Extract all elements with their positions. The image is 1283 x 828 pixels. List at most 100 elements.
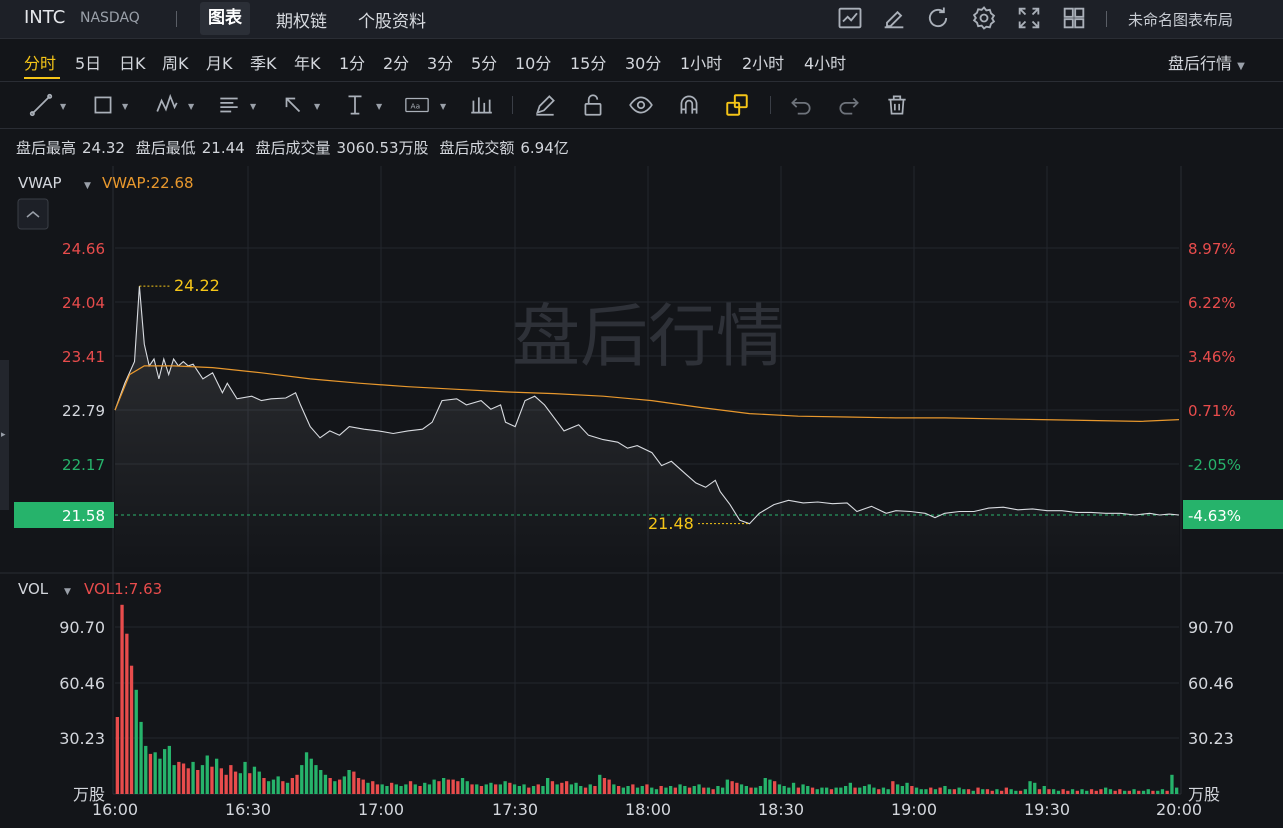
undo-icon[interactable] [788, 92, 814, 118]
tf-quarter[interactable]: 季K [250, 54, 277, 73]
vwap-indicator-name[interactable]: VWAP [18, 174, 62, 192]
tf-10min[interactable]: 10分 [515, 54, 552, 73]
eye-icon[interactable] [628, 92, 654, 118]
volume-bar [522, 784, 526, 794]
volume-bar [777, 784, 782, 794]
magnet-icon[interactable] [676, 92, 702, 118]
tf-5day[interactable]: 5日 [75, 54, 102, 73]
layout-name[interactable]: 未命名图表布局 [1128, 11, 1234, 29]
volume-bar [635, 787, 640, 794]
volume-bar [839, 787, 843, 794]
tab-options-chain[interactable]: 期权链 [276, 12, 327, 32]
layout-grid-icon[interactable] [1060, 4, 1088, 32]
tf-2hour[interactable]: 2小时 [742, 54, 785, 73]
chevron-right-icon[interactable]: ▸ [1, 430, 6, 440]
tf-1hour[interactable]: 1小时 [680, 54, 723, 73]
volume-bar [862, 786, 867, 794]
volume-bar [210, 766, 214, 794]
volume-bar [1123, 790, 1127, 794]
volume-bar [782, 786, 786, 794]
volume-bar [437, 781, 441, 794]
current-price-tag [14, 502, 114, 528]
draw-edit-icon[interactable] [880, 4, 908, 32]
text-tool-icon[interactable]: Aa [404, 92, 430, 118]
refresh-icon[interactable] [924, 4, 952, 32]
tf-week[interactable]: 周K [162, 54, 189, 73]
volume-bar [966, 789, 971, 794]
redo-icon[interactable] [836, 92, 862, 118]
chevron-down-icon[interactable]: ▼ [122, 102, 129, 111]
chevron-down-icon[interactable]: ▼ [188, 102, 195, 111]
divider [176, 11, 177, 27]
time-label: 20:00 [1156, 800, 1202, 819]
volume-bar [191, 761, 195, 794]
volume-bar [706, 787, 711, 794]
volume-bar [290, 778, 294, 794]
vol-tick: 90.70 [1188, 618, 1234, 637]
low-annotation: 21.48 [648, 514, 694, 533]
volume-bar [929, 787, 933, 794]
pattern-tool-icon[interactable] [154, 92, 180, 118]
tf-30min[interactable]: 30分 [625, 54, 662, 73]
tf-15min[interactable]: 15分 [570, 54, 607, 73]
tab-chart[interactable]: 图表 [200, 2, 250, 35]
volume-bar [1146, 789, 1150, 794]
chevron-down-icon[interactable]: ▼ [314, 102, 321, 111]
volume-bar [148, 753, 153, 794]
measure-tool-icon[interactable] [342, 92, 368, 118]
chevron-down-icon[interactable]: ▼ [64, 587, 71, 597]
session-select[interactable]: 盘后行情 ▼ [1168, 50, 1245, 74]
lock-icon[interactable] [580, 92, 606, 118]
price-tick: 22.79 [62, 402, 105, 420]
pct-tick: -2.05% [1188, 456, 1241, 474]
collapse-button[interactable] [17, 198, 49, 230]
fullscreen-icon[interactable] [1015, 4, 1043, 32]
symbol[interactable]: INTC [24, 7, 66, 28]
volume-bar [711, 789, 715, 794]
gear-icon[interactable] [970, 4, 998, 32]
tf-5min[interactable]: 5分 [471, 54, 498, 73]
tf-month[interactable]: 月K [206, 54, 233, 73]
volume-bar [1070, 789, 1075, 794]
chevron-down-icon: ▼ [1237, 61, 1245, 72]
volume-bar [479, 786, 484, 794]
volume-bar [1047, 789, 1051, 794]
indicator-icon[interactable] [836, 4, 864, 32]
volume-bar [650, 787, 654, 794]
volume-bar [773, 781, 777, 794]
arrow-tool-icon[interactable] [280, 92, 306, 118]
vol-indicator-name[interactable]: VOL [18, 580, 49, 598]
volume-bar [139, 721, 143, 794]
chevron-down-icon[interactable]: ▼ [376, 102, 383, 111]
tf-4hour[interactable]: 4小时 [804, 54, 847, 73]
trash-icon[interactable] [884, 92, 910, 118]
vol-tick: 30.23 [59, 729, 105, 748]
tf-day[interactable]: 日K [119, 54, 146, 73]
pen-icon[interactable] [532, 92, 558, 118]
chevron-down-icon[interactable]: ▼ [84, 181, 91, 191]
volume-bar [267, 781, 271, 794]
chevron-down-icon[interactable]: ▼ [60, 102, 67, 111]
tf-year[interactable]: 年K [294, 54, 321, 73]
rectangle-tool-icon[interactable] [90, 92, 116, 118]
pct-tick: 0.71% [1188, 402, 1236, 420]
volume-bar [1080, 789, 1084, 794]
fib-tool-icon[interactable] [216, 92, 242, 118]
tf-1min[interactable]: 1分 [339, 54, 366, 73]
sidebar-handle[interactable] [0, 360, 9, 510]
tf-intraday[interactable]: 分时 [24, 54, 57, 73]
chevron-down-icon[interactable]: ▼ [250, 102, 257, 111]
trend-line-icon[interactable] [28, 92, 54, 118]
tf-3min[interactable]: 3分 [427, 54, 454, 73]
price-tick: 23.41 [62, 348, 105, 366]
link-icon[interactable] [724, 92, 750, 118]
volume-bar [1085, 790, 1089, 794]
tab-company-profile[interactable]: 个股资料 [358, 12, 426, 32]
candle-tool-icon[interactable] [468, 92, 494, 118]
volume-bar [333, 781, 337, 794]
watermark: 盘后行情 [512, 298, 784, 377]
time-label: 19:30 [1024, 800, 1070, 819]
tf-2min[interactable]: 2分 [383, 54, 410, 73]
chevron-down-icon[interactable]: ▼ [440, 102, 447, 111]
